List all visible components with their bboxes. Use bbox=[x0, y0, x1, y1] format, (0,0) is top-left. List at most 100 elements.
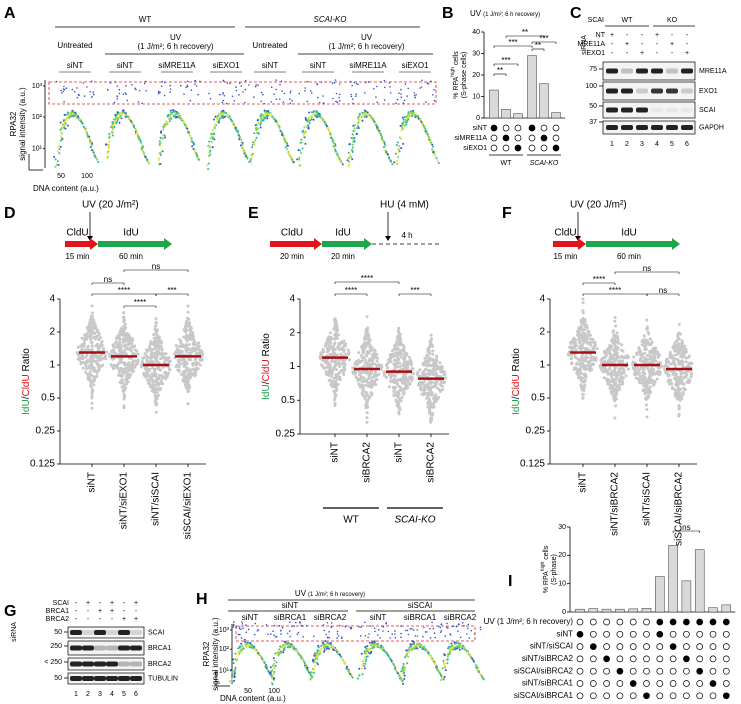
fiber-point bbox=[342, 372, 345, 376]
flow-event bbox=[166, 122, 169, 125]
flow-event bbox=[400, 670, 403, 673]
fiber-point bbox=[380, 365, 384, 369]
flow-event bbox=[313, 652, 316, 655]
fiber-point bbox=[109, 350, 113, 354]
flow-event bbox=[413, 113, 416, 116]
flow-event bbox=[178, 116, 181, 118]
fiber-point bbox=[120, 374, 124, 378]
flow-event bbox=[421, 645, 424, 648]
flow-event bbox=[433, 661, 436, 664]
fiber-point bbox=[126, 380, 130, 384]
flow-event bbox=[138, 137, 141, 140]
flow-event bbox=[115, 122, 118, 125]
title-main: UV bbox=[470, 9, 482, 18]
pulse-label: CldU bbox=[66, 228, 88, 239]
fiber-point bbox=[181, 378, 185, 382]
fiber-point bbox=[320, 358, 324, 362]
flow-event bbox=[239, 144, 242, 147]
condition-dot bbox=[589, 692, 597, 700]
sign: + bbox=[670, 41, 674, 48]
flow-event bbox=[373, 88, 375, 90]
flow-event bbox=[411, 643, 414, 646]
condition-dot bbox=[669, 618, 677, 626]
condition-dot bbox=[722, 692, 730, 700]
flow-event bbox=[363, 650, 366, 653]
flow-event bbox=[232, 662, 235, 665]
y-label-part: IdU bbox=[261, 384, 272, 400]
fiber-point bbox=[397, 410, 401, 414]
flow-event bbox=[385, 651, 388, 654]
fiber-point bbox=[95, 374, 99, 378]
significance-label: *** bbox=[167, 286, 176, 295]
fiber-point bbox=[354, 371, 358, 375]
flow-event bbox=[137, 136, 140, 139]
fiber-point bbox=[362, 356, 366, 359]
fiber-point bbox=[153, 339, 157, 343]
flow-event bbox=[305, 664, 307, 666]
row-label: BRCA2 bbox=[46, 616, 69, 623]
flow-event bbox=[300, 152, 303, 155]
flow-event bbox=[238, 627, 241, 630]
x-tick-label: siSCAI/siEXO1 bbox=[183, 472, 194, 540]
sign: - bbox=[671, 50, 674, 57]
flow-event bbox=[238, 626, 241, 628]
fiber-point bbox=[185, 339, 189, 343]
fiber-point bbox=[153, 370, 157, 373]
flow-event bbox=[245, 631, 248, 633]
flow-event bbox=[447, 647, 449, 650]
idu-pulse-head bbox=[164, 238, 172, 250]
flow-event bbox=[125, 85, 127, 87]
condition-dot bbox=[656, 655, 664, 663]
fiber-point bbox=[180, 358, 184, 362]
flow-cytometry-density bbox=[393, 79, 440, 165]
flow-event bbox=[159, 151, 162, 154]
flow-event bbox=[63, 101, 65, 103]
flow-event bbox=[436, 160, 439, 162]
flow-event bbox=[374, 630, 376, 633]
flow-event bbox=[400, 636, 402, 638]
condition-dot bbox=[669, 680, 677, 687]
flow-event bbox=[61, 124, 64, 127]
sign: - bbox=[87, 616, 90, 623]
flow-event bbox=[253, 144, 255, 147]
lane-label: siNT bbox=[310, 61, 327, 70]
blot-box bbox=[602, 101, 696, 119]
lane-label: siEXO1 bbox=[212, 61, 240, 70]
fiber-point bbox=[344, 352, 348, 356]
flow-event bbox=[240, 85, 243, 87]
fiber-point bbox=[90, 392, 94, 396]
flow-event bbox=[58, 144, 61, 147]
flow-cytometry-density bbox=[53, 80, 100, 168]
y-tick-label: 0.5 bbox=[41, 393, 55, 404]
flow-event bbox=[255, 127, 258, 130]
fiber-point bbox=[376, 356, 379, 360]
flow-event bbox=[351, 146, 354, 149]
condition-dot bbox=[656, 618, 664, 626]
flow-event bbox=[241, 644, 244, 647]
sign: - bbox=[686, 32, 689, 39]
flow-event bbox=[61, 92, 63, 94]
flow-cytometry-density bbox=[356, 621, 403, 680]
flow-event bbox=[291, 99, 293, 102]
flow-event bbox=[414, 647, 417, 650]
condition-dot bbox=[528, 134, 536, 142]
flow-event bbox=[403, 124, 406, 127]
fiber-point bbox=[159, 357, 163, 361]
flow-event bbox=[245, 624, 247, 626]
flow-event bbox=[234, 668, 237, 671]
flow-event bbox=[443, 665, 446, 668]
flow-event bbox=[476, 668, 479, 671]
fiber-point bbox=[85, 360, 88, 363]
fiber-point bbox=[152, 354, 156, 358]
flow-event bbox=[237, 650, 240, 653]
fiber-point bbox=[364, 383, 368, 387]
condition-dot bbox=[643, 618, 650, 626]
flow-event bbox=[435, 157, 438, 160]
flow-event bbox=[378, 130, 380, 133]
flow-event bbox=[211, 146, 214, 149]
flow-event bbox=[210, 133, 213, 136]
flow-event bbox=[302, 135, 305, 137]
flow-event bbox=[318, 653, 321, 656]
y-label-main: % RPA bbox=[453, 76, 460, 98]
flow-event bbox=[266, 117, 269, 120]
